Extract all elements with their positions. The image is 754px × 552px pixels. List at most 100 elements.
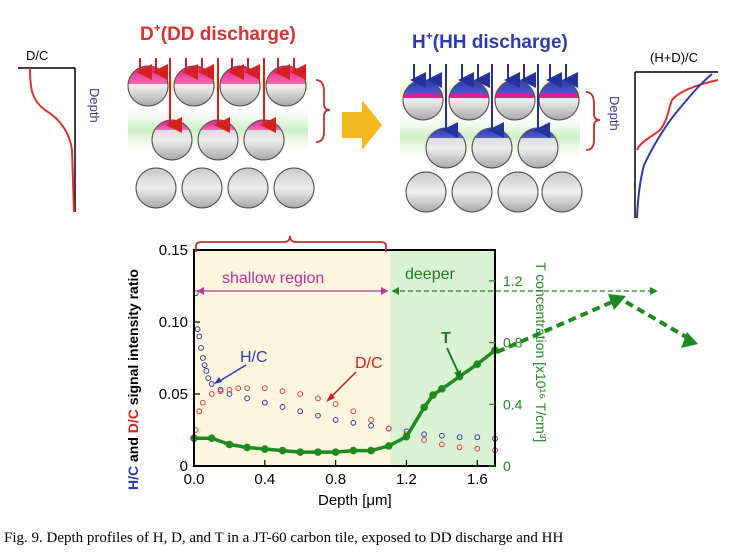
data-point: [203, 368, 210, 374]
data-point: [474, 434, 481, 441]
dd-ball-top: [219, 65, 261, 107]
data-point: [331, 448, 340, 456]
y-left-tick-label: 0.10: [159, 314, 188, 331]
data-point: [368, 422, 374, 429]
data-point: [349, 446, 358, 455]
y-left-tick-label: 0.05: [159, 386, 188, 403]
dd-ball-mid: [197, 119, 239, 161]
right-profile-curve-h: [636, 73, 713, 219]
data-point: [438, 432, 445, 439]
data-point: [315, 395, 321, 402]
dd-ball-bottom: [273, 167, 315, 209]
data-point: [438, 441, 445, 448]
data-point: [199, 355, 206, 361]
dc-annotation: D/C: [355, 355, 383, 372]
data-point: [315, 412, 321, 419]
right-profile-label: (H+D)/C: [650, 50, 698, 65]
data-point: [429, 391, 437, 399]
x-tick-label: 1.6: [467, 471, 488, 488]
dd-ball-mid: [151, 119, 193, 161]
data-point: [438, 385, 446, 393]
data-point: [194, 326, 201, 333]
dd-ball-bottom: [181, 167, 223, 209]
data-point: [296, 448, 305, 456]
data-point: [205, 375, 212, 382]
data-point: [196, 333, 203, 340]
data-point: [421, 437, 428, 443]
left-depth-label: Depth: [87, 88, 102, 123]
plot-frame: [193, 249, 496, 467]
dd-ball-mid: [243, 119, 285, 161]
hh-ball-bottom: [497, 171, 539, 213]
data-point: [384, 442, 393, 450]
left-depth-profile: D/C Depth: [18, 48, 102, 213]
left-profile-curve: [29, 67, 75, 213]
data-point: [279, 388, 286, 395]
x-axis-label: Depth [μm]: [318, 492, 392, 509]
dd-schematic: D+(DD discharge): [127, 21, 331, 209]
right-depth-profile: (H+D)/C Depth: [607, 50, 719, 219]
data-point: [217, 388, 224, 395]
y-left-tick-label: 0.15: [159, 242, 188, 259]
data-point: [196, 408, 203, 415]
data-point: [207, 434, 216, 443]
data-point: [332, 401, 339, 407]
region-shallow: [194, 250, 390, 466]
data-point: [368, 417, 374, 423]
hh-title: H+(HH discharge): [412, 29, 568, 53]
dd-ball-bottom: [227, 167, 269, 209]
dd-brace: [315, 79, 331, 143]
region-shallow-label: shallow region: [222, 270, 324, 287]
data-point: [367, 446, 375, 455]
data-point: [261, 385, 268, 392]
data-point: [332, 417, 339, 423]
data-point: [297, 391, 304, 397]
data-point: [456, 444, 463, 451]
data-point: [279, 404, 286, 410]
hh-schematic: H+(HH discharge): [400, 29, 601, 213]
hc-annotation: H/C: [240, 349, 268, 366]
hh-ball-bottom: [405, 171, 447, 213]
data-point: [198, 345, 204, 351]
y-right-tick-label: 1.2: [503, 273, 523, 289]
dd-ball-top: [127, 65, 169, 107]
hh-ball-mid: [517, 127, 559, 169]
hh-ball-top: [402, 79, 444, 121]
region-deeper: [390, 250, 495, 466]
t-extrapolation: [496, 300, 690, 354]
data-point: [244, 385, 251, 392]
hh-brace: [585, 91, 601, 151]
y-axis-left-label: H/C and D/C signal intensity ratio: [125, 269, 141, 490]
x-tick-label: 0.4: [254, 471, 275, 488]
transition-arrow: [342, 100, 382, 150]
left-profile-label: D/C: [26, 48, 48, 63]
data-point: [420, 403, 428, 412]
dd-ball-top: [173, 65, 215, 107]
x-tick-label: 1.2: [396, 471, 417, 488]
x-tick-label: 0.0: [184, 471, 205, 488]
dd-ball-top: [265, 65, 307, 107]
data-point: [278, 446, 287, 455]
data-point: [261, 399, 268, 406]
data-point: [350, 408, 357, 415]
dd-ball-bottom: [135, 167, 177, 209]
data-point: [225, 440, 234, 449]
data-point: [350, 419, 357, 426]
y-right-tick-label: 0: [503, 458, 511, 474]
data-point: [474, 445, 481, 452]
data-point: [297, 408, 304, 415]
x-tick-label: 0.8: [325, 471, 346, 488]
shallow-brace: [195, 235, 387, 252]
right-depth-label: Depth: [607, 96, 622, 131]
data-point: [261, 445, 269, 453]
data-point: [421, 431, 428, 438]
y-right-tick-label: 0.4: [503, 396, 523, 412]
hh-ball-bottom: [451, 171, 493, 213]
data-point: [456, 434, 463, 441]
hh-ball-mid: [471, 127, 513, 169]
data-point: [208, 391, 215, 397]
data-point: [243, 443, 251, 452]
y-right-tick-label: 0.8: [503, 335, 523, 351]
right-profile-curve-d: [636, 79, 719, 151]
data-point: [226, 386, 233, 393]
